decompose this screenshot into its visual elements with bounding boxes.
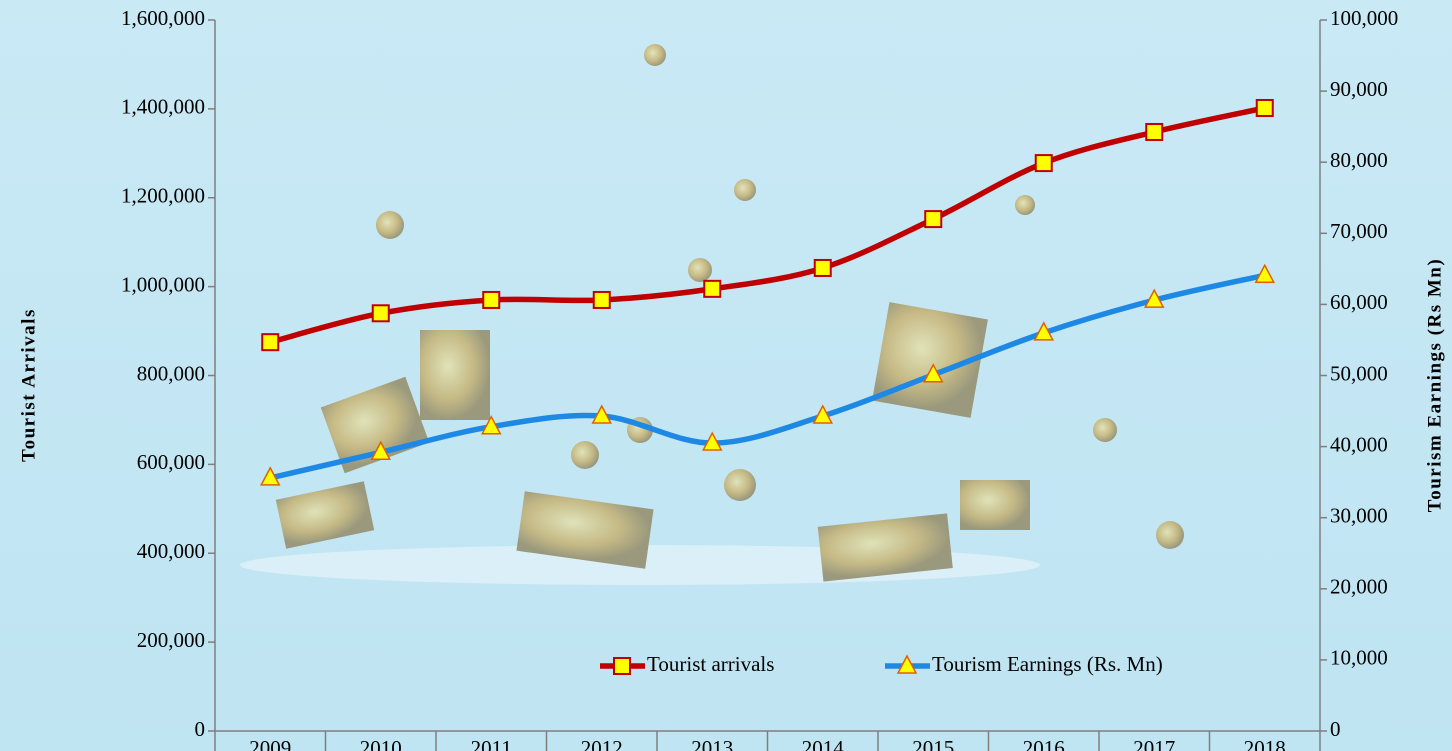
- x-tick-label: 2013: [691, 736, 733, 751]
- y2-tick-label: 50,000: [1330, 361, 1388, 385]
- x-tick-label: 2017: [1133, 736, 1175, 751]
- y2-tick-label: 90,000: [1330, 77, 1388, 101]
- marker: [591, 404, 612, 424]
- marker: [702, 431, 723, 451]
- y2-tick-label: 40,000: [1330, 432, 1388, 456]
- y-tick-label: 600,000: [137, 450, 205, 474]
- y-axis-title: Tourist Arrivals: [18, 308, 39, 462]
- marker: [371, 304, 390, 323]
- marker: [924, 210, 943, 229]
- marker: [1034, 154, 1053, 173]
- series-line: [269, 105, 1266, 345]
- y2-tick-label: 10,000: [1330, 646, 1388, 670]
- marker: [1255, 98, 1274, 117]
- marker: [1144, 288, 1165, 308]
- marker: [482, 290, 501, 309]
- marker: [812, 404, 833, 424]
- y-tick-label: 0: [195, 717, 206, 741]
- y2-tick-label: 60,000: [1330, 290, 1388, 314]
- y-tick-label: 800,000: [137, 361, 205, 385]
- x-tick-label: 2016: [1023, 736, 1065, 751]
- legend-marker: [896, 654, 918, 674]
- x-tick-label: 2012: [581, 736, 623, 751]
- y2-tick-label: 0: [1330, 717, 1341, 741]
- legend-label: Tourism Earnings (Rs. Mn): [932, 652, 1163, 676]
- legend-marker: [613, 657, 631, 675]
- x-tick-label: 2015: [912, 736, 954, 751]
- x-tick-label: 2010: [360, 736, 402, 751]
- y-tick-label: 1,200,000: [121, 184, 205, 208]
- marker: [261, 333, 280, 352]
- y2-tick-label: 30,000: [1330, 504, 1388, 528]
- y2-tick-label: 100,000: [1330, 6, 1398, 30]
- marker: [813, 258, 832, 277]
- y-tick-label: 400,000: [137, 539, 205, 563]
- legend-label: Tourist arrivals: [647, 652, 774, 676]
- y-tick-label: 1,600,000: [121, 6, 205, 30]
- marker: [703, 279, 722, 298]
- marker: [481, 415, 502, 435]
- marker: [1145, 122, 1164, 141]
- y-tick-label: 1,400,000: [121, 95, 205, 119]
- y-tick-label: 1,000,000: [121, 272, 205, 296]
- marker: [370, 440, 391, 461]
- y2-axis-title: Tourism Earnings (Rs Mn): [1424, 258, 1445, 512]
- x-tick-label: 2009: [249, 736, 291, 751]
- marker: [260, 466, 281, 486]
- y2-tick-label: 70,000: [1330, 219, 1388, 243]
- x-tick-label: 2011: [471, 736, 512, 751]
- y2-tick-label: 80,000: [1330, 148, 1388, 172]
- legend: Tourist arrivals Tourism Earnings (Rs. Mn…: [600, 652, 1163, 676]
- x-tick-label: 2014: [802, 736, 845, 751]
- marker: [923, 363, 944, 383]
- series-line: [269, 272, 1266, 481]
- marker: [1254, 263, 1275, 283]
- y-tick-label: 200,000: [137, 628, 205, 652]
- marker: [1033, 321, 1054, 341]
- marker: [592, 290, 611, 309]
- y2-tick-label: 20,000: [1330, 575, 1388, 599]
- x-tick-label: 2018: [1244, 736, 1286, 751]
